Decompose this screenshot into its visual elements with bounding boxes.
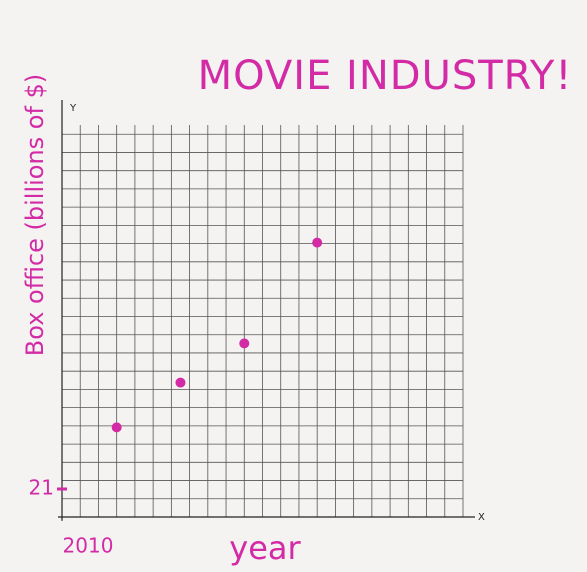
- point: [312, 238, 322, 248]
- x-axis-label: year: [229, 529, 301, 567]
- chart: Y X MOVIE INDUSTRY! Box office (billions…: [0, 0, 587, 572]
- y-axis-letter: Y: [69, 103, 77, 114]
- point: [112, 422, 122, 432]
- y-tick-label: 21: [29, 476, 54, 500]
- y-axis-label: Box office (billions of $): [21, 74, 49, 356]
- x-tick-label: 2010: [63, 534, 114, 558]
- point: [239, 338, 249, 348]
- x-axis-letter: X: [478, 512, 485, 523]
- chart-title: MOVIE INDUSTRY!: [198, 53, 573, 99]
- point: [175, 378, 185, 388]
- page: Y X MOVIE INDUSTRY! Box office (billions…: [0, 0, 587, 572]
